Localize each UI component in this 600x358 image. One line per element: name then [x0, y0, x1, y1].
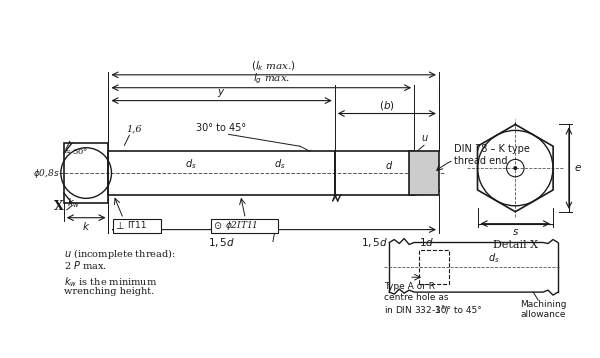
Text: 30° to 45°: 30° to 45° — [436, 306, 482, 315]
Bar — [419, 251, 449, 284]
Text: $\phi$2IT11: $\phi$2IT11 — [224, 219, 257, 232]
Text: $d$: $d$ — [385, 159, 394, 171]
Text: $u$ (incomplete thread):: $u$ (incomplete thread): — [64, 247, 176, 261]
Polygon shape — [409, 151, 439, 195]
Bar — [113, 219, 161, 233]
Text: Type A or R
centre hole as
in DIN 332-1$^1$): Type A or R centre hole as in DIN 332-1$… — [385, 282, 450, 317]
Text: $s$: $s$ — [512, 227, 519, 237]
Text: ⊙: ⊙ — [212, 221, 221, 231]
Circle shape — [514, 166, 517, 170]
Text: 30° to 45°: 30° to 45° — [196, 124, 246, 134]
Text: $y$: $y$ — [217, 87, 226, 98]
Text: $l_g$ max.: $l_g$ max. — [253, 71, 290, 86]
Text: $(b)$: $(b)$ — [379, 98, 395, 112]
Text: $d_s$: $d_s$ — [274, 157, 286, 171]
Text: $k_w$ is the minimum: $k_w$ is the minimum — [64, 275, 157, 289]
Text: $d_s$: $d_s$ — [185, 157, 197, 171]
Text: 2 $P$ max.: 2 $P$ max. — [64, 260, 107, 271]
Text: $1d$: $1d$ — [419, 236, 434, 248]
Text: wrenching height.: wrenching height. — [64, 287, 154, 296]
Text: $1,5d$: $1,5d$ — [208, 236, 235, 248]
Bar — [211, 219, 278, 233]
Text: DIN 78 – K type
thread end: DIN 78 – K type thread end — [454, 144, 530, 166]
Text: $e$: $e$ — [574, 163, 582, 173]
Text: $\approx$30°: $\approx$30° — [62, 146, 88, 156]
Text: 1,6: 1,6 — [127, 124, 142, 134]
Text: $d_s$: $d_s$ — [488, 252, 499, 265]
Text: ⊥: ⊥ — [115, 221, 124, 231]
Text: $1,5d$: $1,5d$ — [361, 236, 388, 248]
Text: IT11: IT11 — [127, 221, 147, 230]
Text: $k$: $k$ — [82, 220, 91, 232]
Text: $l$: $l$ — [271, 232, 276, 243]
Text: Machining
allowance: Machining allowance — [520, 300, 566, 319]
Text: $k_w$: $k_w$ — [67, 196, 80, 210]
Text: $u$: $u$ — [421, 133, 429, 143]
Text: X: X — [54, 200, 64, 213]
Text: $\phi$0,8$s$: $\phi$0,8$s$ — [33, 166, 60, 180]
Text: $(l_k$ max.$)$: $(l_k$ max.$)$ — [251, 59, 296, 73]
Text: Detail X: Detail X — [493, 240, 538, 250]
